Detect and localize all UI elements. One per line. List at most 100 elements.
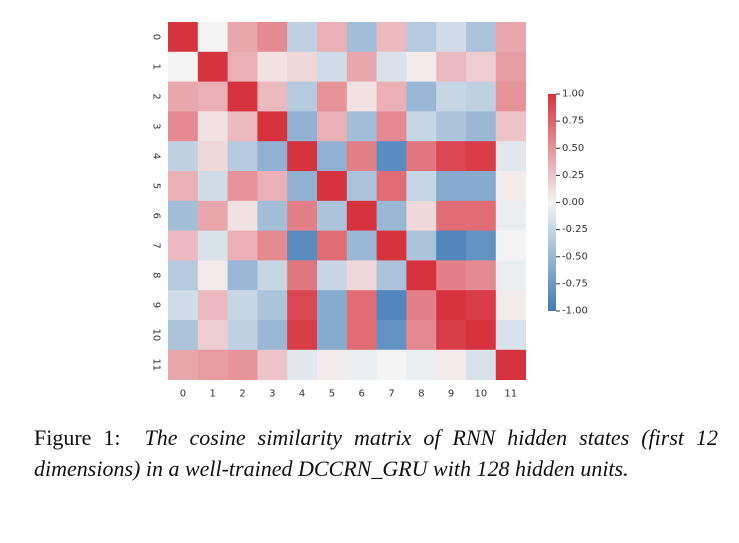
heatmap-cell-8-8 <box>406 260 437 291</box>
heatmap-cell-0-5 <box>317 22 348 53</box>
heatmap-cell-7-6 <box>346 230 377 261</box>
heatmap-cell-10-8 <box>406 320 437 351</box>
heatmap-cell-8-3 <box>257 260 288 291</box>
heatmap-cell-4-1 <box>197 141 228 172</box>
heatmap-cell-3-1 <box>197 111 228 142</box>
heatmap-cell-6-1 <box>197 200 228 231</box>
heatmap-cell-5-4 <box>287 171 318 202</box>
caption-label: Figure 1: <box>34 425 121 450</box>
heatmap-cell-9-10 <box>466 290 497 321</box>
heatmap-cell-3-6 <box>346 111 377 142</box>
heatmap-cell-8-4 <box>287 260 318 291</box>
x-tick-label: 11 <box>504 389 517 400</box>
heatmap-cell-3-11 <box>495 111 526 142</box>
heatmap-cell-10-10 <box>466 320 497 351</box>
heatmap-cell-7-7 <box>376 230 407 261</box>
y-tick-label: 1 <box>151 64 162 70</box>
heatmap-cell-1-10 <box>466 51 497 82</box>
heatmap-cell-4-7 <box>376 141 407 172</box>
heatmap-cell-3-4 <box>287 111 318 142</box>
heatmap-cell-4-4 <box>287 141 318 172</box>
heatmap-cell-2-4 <box>287 81 318 112</box>
x-tick-label: 7 <box>388 389 394 400</box>
colorbar-tick-label: -0.25 <box>562 224 588 235</box>
y-tick-label: 8 <box>151 272 162 278</box>
colorbar-tick-label: 1.00 <box>562 89 584 100</box>
heatmap-cell-4-9 <box>436 141 467 172</box>
y-tick-label: 2 <box>151 93 162 99</box>
y-tick-label: 0 <box>151 34 162 40</box>
x-tick-label: 3 <box>269 389 275 400</box>
colorbar-tick-label: 0.50 <box>562 143 584 154</box>
heatmap-cell-10-5 <box>317 320 348 351</box>
heatmap-cell-11-11 <box>495 349 526 380</box>
heatmap-cell-4-10 <box>466 141 497 172</box>
colorbar-tick-label: 0.00 <box>562 197 584 208</box>
heatmap-cell-10-1 <box>197 320 228 351</box>
heatmap-cell-5-11 <box>495 171 526 202</box>
x-tick-label: 6 <box>359 389 365 400</box>
heatmap-cell-6-11 <box>495 200 526 231</box>
x-tick-label: 0 <box>180 389 186 400</box>
heatmap-cell-6-4 <box>287 200 318 231</box>
heatmap-cell-4-6 <box>346 141 377 172</box>
heatmap-cell-5-8 <box>406 171 437 202</box>
heatmap-cell-0-2 <box>227 22 258 53</box>
y-tick-label: 6 <box>151 213 162 219</box>
heatmap-cell-4-5 <box>317 141 348 172</box>
heatmap-cell-11-5 <box>317 349 348 380</box>
heatmap-cell-10-9 <box>436 320 467 351</box>
heatmap-cell-11-8 <box>406 349 437 380</box>
heatmap-cell-2-3 <box>257 81 288 112</box>
heatmap-cell-11-2 <box>227 349 258 380</box>
y-tick-label: 7 <box>151 242 162 248</box>
heatmap-cell-7-10 <box>466 230 497 261</box>
heatmap-cell-9-3 <box>257 290 288 321</box>
heatmap-cell-10-0 <box>168 320 199 351</box>
heatmap-cell-0-4 <box>287 22 318 53</box>
heatmap-cell-9-7 <box>376 290 407 321</box>
heatmap-cell-11-6 <box>346 349 377 380</box>
heatmap-cell-6-6 <box>346 200 377 231</box>
heatmap-cell-7-4 <box>287 230 318 261</box>
heatmap-cell-3-7 <box>376 111 407 142</box>
x-tick-label: 8 <box>418 389 424 400</box>
heatmap-cell-10-4 <box>287 320 318 351</box>
heatmap-cell-9-11 <box>495 290 526 321</box>
x-tick-label: 10 <box>475 389 488 400</box>
heatmap-cell-11-10 <box>466 349 497 380</box>
heatmap-cell-8-10 <box>466 260 497 291</box>
y-tick-label: 5 <box>151 183 162 189</box>
heatmap-cell-7-2 <box>227 230 258 261</box>
heatmap-cell-3-10 <box>466 111 497 142</box>
heatmap-cell-6-2 <box>227 200 258 231</box>
heatmap-cell-6-3 <box>257 200 288 231</box>
heatmap-cell-1-5 <box>317 51 348 82</box>
heatmap-cell-1-2 <box>227 51 258 82</box>
x-tick-label: 9 <box>448 389 454 400</box>
y-tick-label: 4 <box>151 153 162 159</box>
heatmap-cell-0-0 <box>168 22 199 53</box>
y-tick-label: 9 <box>151 302 162 308</box>
heatmap-cell-2-2 <box>227 81 258 112</box>
heatmap-cell-8-1 <box>197 260 228 291</box>
heatmap-cell-1-7 <box>376 51 407 82</box>
heatmap-cell-2-1 <box>197 81 228 112</box>
heatmap-cell-9-1 <box>197 290 228 321</box>
heatmap-cell-11-0 <box>168 349 199 380</box>
heatmap-cell-9-4 <box>287 290 318 321</box>
heatmap-cell-2-6 <box>346 81 377 112</box>
colorbar-tick-label: -1.00 <box>562 306 588 317</box>
colorbar-ticks: 1.00 0.75 0.50 0.25 0.00 -0.25 -0.50 -0.75 -1.00 <box>556 89 588 317</box>
heatmap-cell-6-0 <box>168 200 199 231</box>
heatmap-cell-10-7 <box>376 320 407 351</box>
heatmap-cell-7-1 <box>197 230 228 261</box>
heatmap-cell-7-0 <box>168 230 199 261</box>
heatmap-cell-9-5 <box>317 290 348 321</box>
heatmap-cell-5-3 <box>257 171 288 202</box>
heatmap-cell-6-10 <box>466 200 497 231</box>
heatmap-cell-7-3 <box>257 230 288 261</box>
heatmap-cell-5-2 <box>227 171 258 202</box>
heatmap-cell-3-9 <box>436 111 467 142</box>
heatmap-cell-6-5 <box>317 200 348 231</box>
